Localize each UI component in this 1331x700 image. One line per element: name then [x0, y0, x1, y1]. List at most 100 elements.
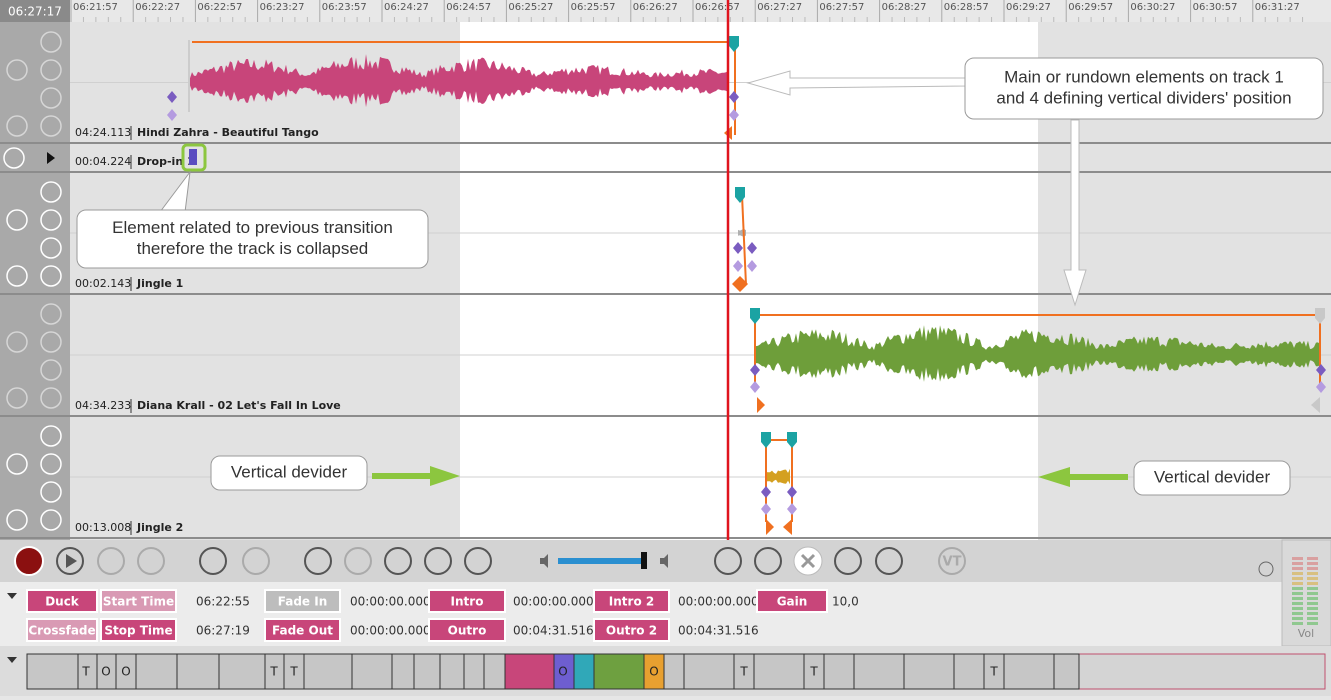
tick-label: 06:24:27 — [384, 2, 429, 13]
toolbar-button[interactable] — [344, 547, 372, 575]
volume-thumb[interactable] — [641, 552, 647, 569]
record-button[interactable] — [14, 546, 44, 576]
track-button[interactable] — [40, 181, 62, 203]
toolbar-button[interactable] — [97, 547, 125, 575]
play-icon — [47, 152, 55, 164]
meter-label: Vol — [1298, 627, 1314, 640]
tick-label: 06:21:57 — [73, 2, 118, 13]
track-button[interactable] — [6, 387, 28, 409]
track-button[interactable] — [6, 59, 28, 81]
tick-label: 06:25:27 — [508, 2, 553, 13]
meter-bar — [1307, 567, 1318, 570]
track-button[interactable] — [6, 331, 28, 353]
property-button[interactable] — [264, 589, 341, 613]
callout-collapsed-text: therefore the track is collapsed — [137, 239, 369, 258]
property-button-label: Outro 2 — [606, 624, 657, 638]
toolbar-button[interactable] — [424, 547, 452, 575]
track-button[interactable] — [40, 481, 62, 503]
strip-cell — [753, 653, 805, 690]
strip-cell — [218, 653, 266, 690]
property-button[interactable] — [264, 618, 341, 642]
property-button[interactable] — [593, 589, 670, 613]
track-button[interactable] — [6, 265, 28, 287]
property-button[interactable] — [756, 589, 828, 613]
track-button[interactable] — [40, 115, 62, 137]
strip-cell — [413, 653, 441, 690]
close-icon — [800, 553, 816, 569]
track-button[interactable] — [6, 209, 28, 231]
volume-icon — [660, 554, 668, 568]
meter-bar — [1307, 622, 1318, 625]
track-button[interactable] — [40, 209, 62, 231]
tick-label: 06:24:57 — [446, 2, 491, 13]
toolbar-button[interactable] — [384, 547, 412, 575]
strip-cell — [26, 653, 79, 690]
property-button[interactable] — [428, 589, 506, 613]
toolbar-button[interactable] — [938, 547, 966, 575]
meter-bar — [1292, 597, 1303, 600]
strip-cell — [853, 653, 905, 690]
property-button[interactable] — [100, 618, 177, 642]
track-button[interactable] — [40, 387, 62, 409]
track-button[interactable] — [40, 359, 62, 381]
callout-tail-cover — [158, 211, 188, 215]
callout-divider — [1133, 460, 1291, 496]
toolbar-button[interactable] — [714, 547, 742, 575]
drop-in-highlight — [181, 143, 207, 172]
track-button[interactable] — [40, 237, 62, 259]
track-button[interactable] — [40, 87, 62, 109]
toolbar-button[interactable] — [875, 547, 903, 575]
property-button[interactable] — [428, 618, 506, 642]
tick-label: 06:29:27 — [1006, 2, 1051, 13]
track-button[interactable] — [6, 509, 28, 531]
toolbar-button[interactable] — [754, 547, 782, 575]
toolbar-button[interactable] — [304, 547, 332, 575]
track-duration: 04:34.233 — [75, 399, 131, 412]
cue-marker — [729, 91, 739, 103]
toolbar-button[interactable] — [242, 547, 270, 575]
property-button[interactable] — [26, 618, 98, 642]
track-button[interactable] — [40, 31, 62, 53]
property-button[interactable] — [593, 618, 670, 642]
meter-bar — [1307, 602, 1318, 605]
property-value: 00:04:31.516 — [513, 624, 594, 638]
cue-marker — [729, 109, 739, 121]
track-button[interactable] — [6, 115, 28, 137]
meter-bar — [1307, 592, 1318, 595]
timeline-header — [0, 0, 1331, 22]
track-button[interactable] — [40, 425, 62, 447]
track-button[interactable] — [40, 453, 62, 475]
property-button-label: Fade In — [278, 595, 328, 609]
track-button[interactable] — [6, 453, 28, 475]
track-button[interactable] — [40, 265, 62, 287]
tick-label: 06:25:57 — [571, 2, 616, 13]
property-button-label: Stop Time — [104, 624, 172, 638]
volume-track[interactable] — [558, 558, 645, 564]
collapse-button[interactable] — [3, 147, 25, 169]
toolbar-button[interactable] — [464, 547, 492, 575]
property-value: 06:22:55 — [196, 595, 250, 609]
toolbar-button[interactable] — [834, 547, 862, 575]
track-button[interactable] — [40, 303, 62, 325]
meter-bar — [1292, 562, 1303, 565]
toolbar-button[interactable] — [199, 547, 227, 575]
property-button[interactable] — [100, 589, 177, 613]
toolbar-button[interactable] — [137, 547, 165, 575]
toolbar-button[interactable] — [56, 547, 84, 575]
cue-flag — [761, 432, 771, 448]
strip-label: T — [739, 665, 748, 679]
track-title: Hindi Zahra - Beautiful Tango — [137, 126, 319, 139]
fade-marker — [757, 397, 765, 413]
track-button[interactable] — [40, 509, 62, 531]
fade-marker — [766, 519, 774, 535]
meter-bar — [1292, 592, 1303, 595]
strip-label: O — [558, 665, 567, 679]
property-button[interactable] — [26, 589, 98, 613]
cue-marker — [747, 242, 757, 254]
track-button[interactable] — [40, 331, 62, 353]
meter-bar — [1292, 557, 1303, 560]
strip-cell — [1053, 653, 1080, 690]
meter-bar — [1307, 577, 1318, 580]
track-button[interactable] — [40, 59, 62, 81]
